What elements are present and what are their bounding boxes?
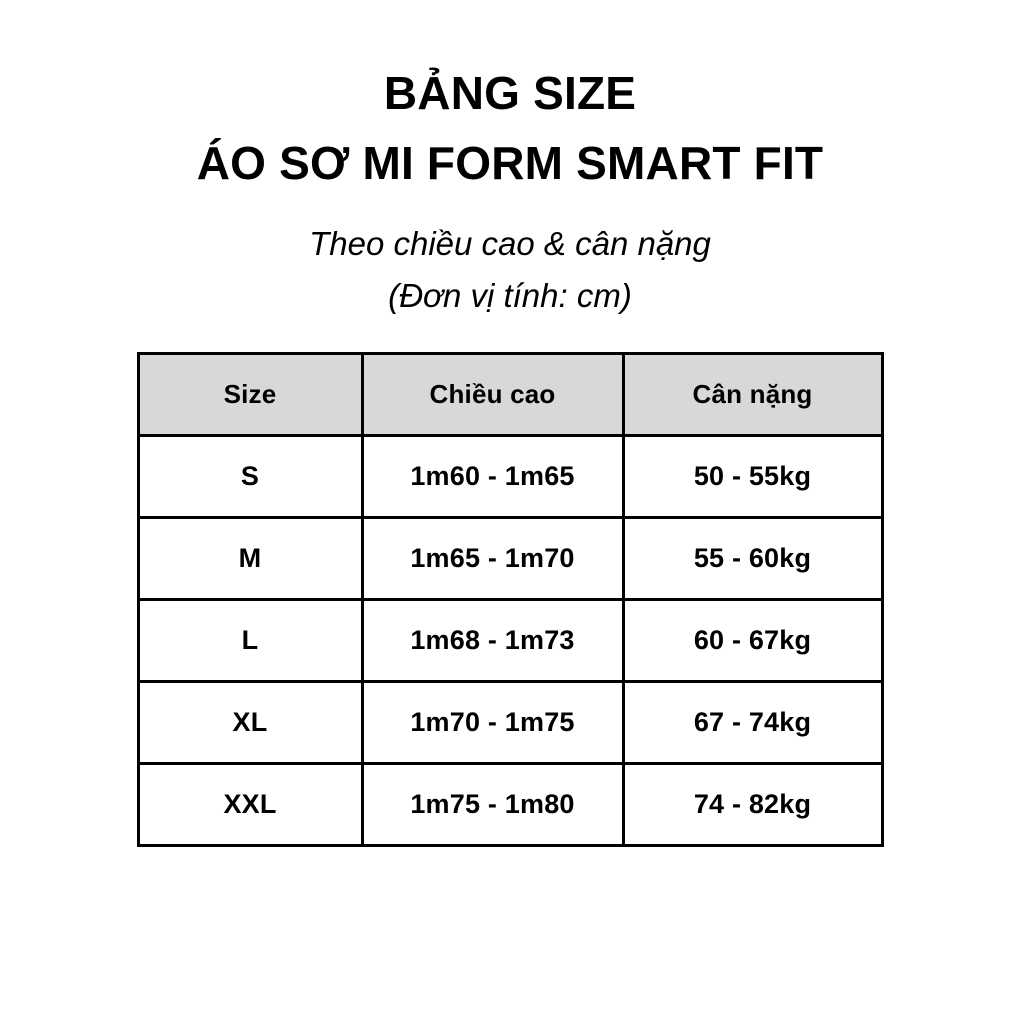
size-table: Size Chiều cao Cân nặng S 1m60 - 1m65 50 -… <box>136 352 884 847</box>
size-cell: L <box>136 598 364 683</box>
weight-cell: 67 - 74kg <box>621 680 884 765</box>
size-cell: M <box>136 516 364 601</box>
page-title-line2: ÁO SƠ MI FORM SMART FIT <box>196 137 824 189</box>
table-row: L 1m68 - 1m73 60 - 67kg <box>136 598 884 683</box>
size-cell: XL <box>136 680 364 765</box>
header-cell-height: Chiều cao <box>360 352 625 437</box>
height-cell: 1m75 - 1m80 <box>360 762 625 847</box>
size-cell: S <box>136 434 364 519</box>
height-cell: 1m60 - 1m65 <box>360 434 625 519</box>
weight-cell: 50 - 55kg <box>621 434 884 519</box>
header-cell-size: Size <box>136 352 364 437</box>
weight-cell: 74 - 82kg <box>621 762 884 847</box>
size-table-body: S 1m60 - 1m65 50 - 55kg M 1m65 - 1m70 55 - 60… <box>136 434 884 847</box>
page-subtitle: Theo chiều cao & cân nặng (Đơn vị tính: … <box>0 218 1020 322</box>
table-row: S 1m60 - 1m65 50 - 55kg <box>136 434 884 519</box>
header-cell-weight: Cân nặng <box>621 352 884 437</box>
subtitle-line1: Theo chiều cao & cân nặng <box>309 225 711 262</box>
height-cell: 1m68 - 1m73 <box>360 598 625 683</box>
table-row: M 1m65 - 1m70 55 - 60kg <box>136 516 884 601</box>
page-title: BẢNG SIZE ÁO SƠ MI FORM SMART FIT <box>0 0 1020 198</box>
size-cell: XXL <box>136 762 364 847</box>
height-cell: 1m70 - 1m75 <box>360 680 625 765</box>
subtitle-line2: (Đơn vị tính: cm) <box>388 277 632 314</box>
table-row: XXL 1m75 - 1m80 74 - 82kg <box>136 762 884 847</box>
weight-cell: 60 - 67kg <box>621 598 884 683</box>
table-row: XL 1m70 - 1m75 67 - 74kg <box>136 680 884 765</box>
page-title-line1: BẢNG SIZE <box>383 67 637 119</box>
height-cell: 1m65 - 1m70 <box>360 516 625 601</box>
header-row: Size Chiều cao Cân nặng <box>136 352 884 437</box>
weight-cell: 55 - 60kg <box>621 516 884 601</box>
size-table-header: Size Chiều cao Cân nặng <box>136 352 884 437</box>
